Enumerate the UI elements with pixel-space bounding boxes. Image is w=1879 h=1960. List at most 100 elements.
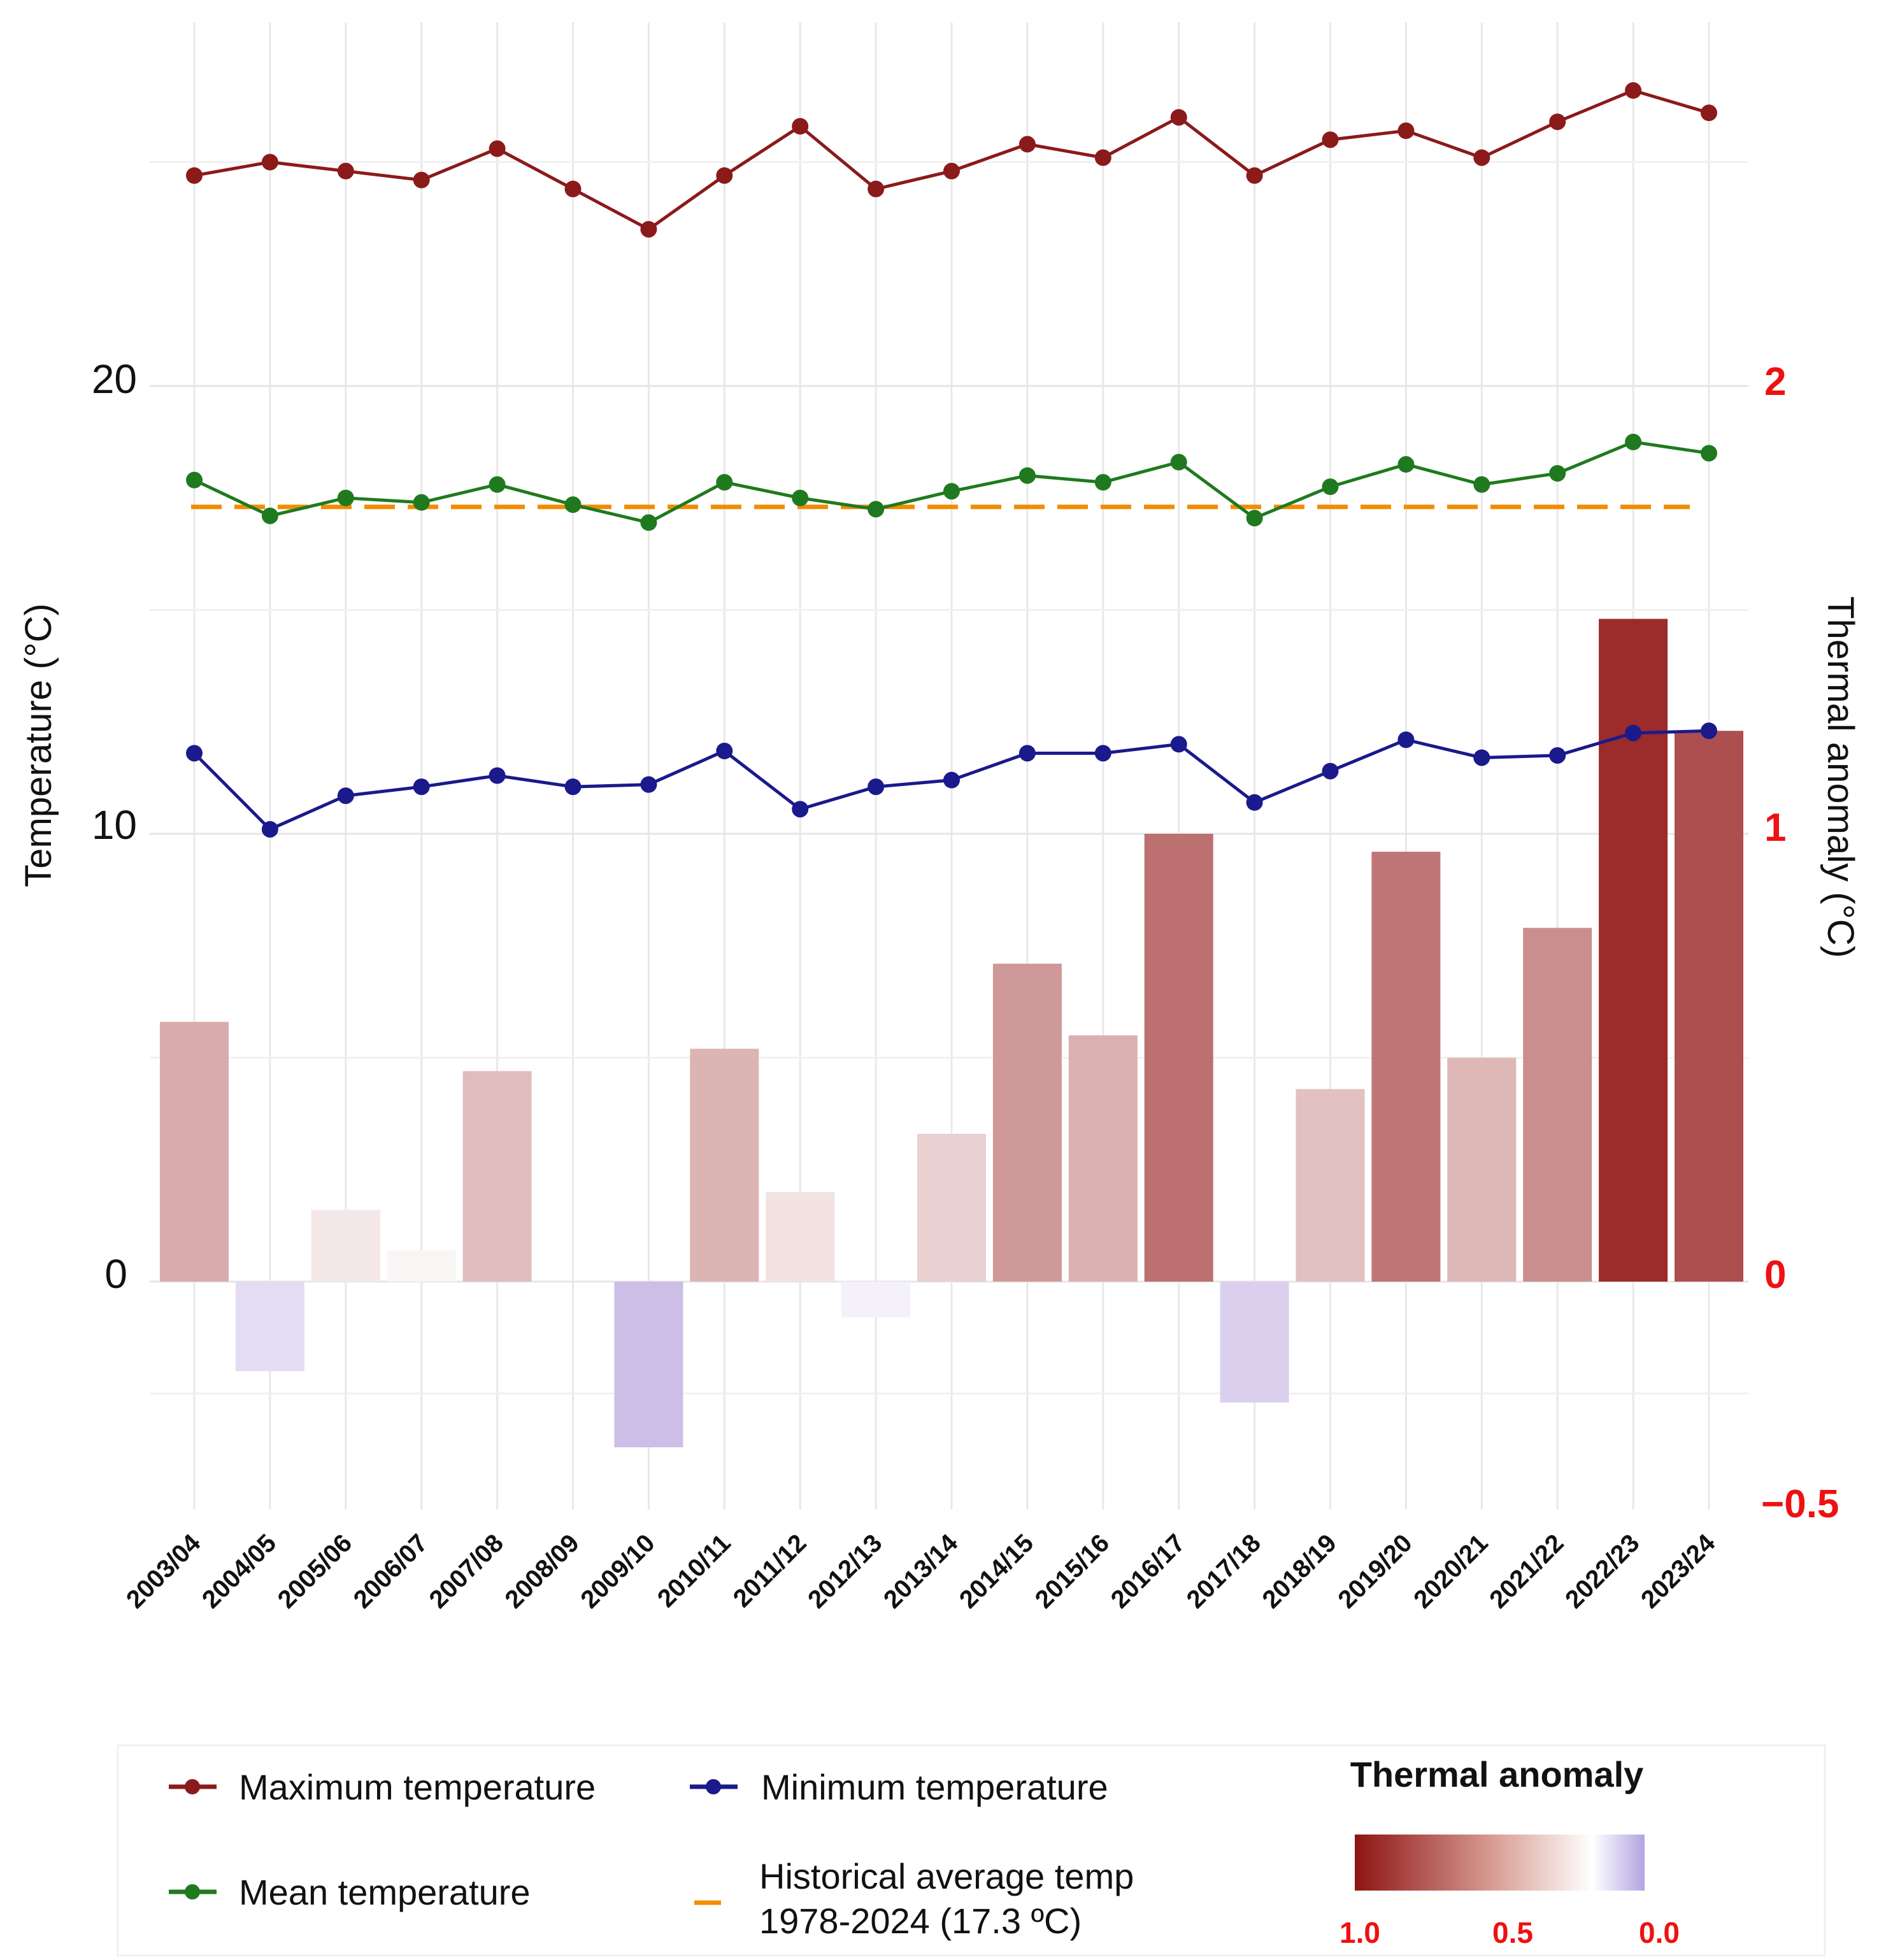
anomaly-bar-2018-19 xyxy=(1296,1089,1365,1282)
mean-point-2023-24 xyxy=(1701,445,1717,462)
y2-axis-title: Thermal anomaly (°C) xyxy=(1820,596,1861,958)
left-axis-ticks: 0 10 20 xyxy=(92,356,137,1297)
mean-point-2012-13 xyxy=(868,501,885,518)
anomaly-bar-2004-05 xyxy=(235,1282,304,1371)
min-point-2004-05 xyxy=(261,820,278,838)
mean-point-2015-16 xyxy=(1094,474,1111,491)
max-point-2016-17 xyxy=(1170,109,1187,126)
right-axis-ticks: −0.5 0 1 2 xyxy=(1761,360,1839,1526)
category-label-2011-12: 2011/12 xyxy=(728,1529,812,1613)
colorbar-title: Thermal anomaly xyxy=(1350,1754,1644,1794)
legend-mean-label: Mean temperature xyxy=(239,1872,531,1912)
anomaly-bar-2003-04 xyxy=(160,1022,229,1282)
y-axis-title: Temperature (°C) xyxy=(18,603,59,887)
anomaly-bar-2014-15 xyxy=(992,963,1062,1282)
anomaly-bar-2011-12 xyxy=(766,1192,835,1282)
anomaly-bar-2017-18 xyxy=(1220,1282,1289,1403)
legend: Maximum temperature Minimum temperature … xyxy=(117,1744,1826,1957)
temperature-points xyxy=(186,82,1717,838)
category-label-2018-19: 2018/19 xyxy=(1257,1529,1342,1613)
max-point-2015-16 xyxy=(1094,149,1111,166)
max-point-2006-07 xyxy=(413,171,430,189)
mean-point-2008-09 xyxy=(564,496,582,513)
anomaly-bar-2009-10 xyxy=(614,1282,683,1448)
category-label-2020-21: 2020/21 xyxy=(1408,1529,1493,1613)
min-point-2006-07 xyxy=(413,778,430,796)
max-point-2013-14 xyxy=(943,162,960,180)
max-point-2003-04 xyxy=(186,167,203,184)
max-point-2005-06 xyxy=(337,162,354,180)
max-point-2014-15 xyxy=(1018,136,1036,153)
max-point-2018-19 xyxy=(1322,131,1339,148)
category-label-2023-24: 2023/24 xyxy=(1636,1529,1721,1614)
anomaly-bar-2005-06 xyxy=(311,1210,380,1282)
max-point-2010-11 xyxy=(716,167,733,184)
min-point-2018-19 xyxy=(1322,762,1339,780)
min-point-2017-18 xyxy=(1246,794,1263,811)
category-label-2012-13: 2012/13 xyxy=(803,1529,887,1613)
max-point-2023-24 xyxy=(1701,104,1717,122)
anomaly-bar-2007-08 xyxy=(462,1071,532,1282)
legend-hist-label-line1: Historical average temp xyxy=(759,1856,1134,1896)
max-point-2011-12 xyxy=(792,118,809,135)
mean-point-2018-19 xyxy=(1322,478,1339,496)
anomaly-bar-2015-16 xyxy=(1068,1035,1138,1282)
category-label-2013-14: 2013/14 xyxy=(878,1529,964,1614)
max-point-2022-23 xyxy=(1625,82,1642,99)
right-tick-2: 2 xyxy=(1764,360,1786,404)
min-point-2014-15 xyxy=(1018,745,1036,762)
anomaly-bar-2012-13 xyxy=(841,1282,911,1318)
anomaly-bar-2016-17 xyxy=(1144,834,1213,1282)
max-point-2021-22 xyxy=(1549,113,1566,131)
category-label-2005-06: 2005/06 xyxy=(273,1529,357,1613)
anomaly-bars xyxy=(160,619,1743,1448)
mean-point-2003-04 xyxy=(186,471,203,489)
left-tick-0: 0 xyxy=(104,1251,127,1297)
min-point-2015-16 xyxy=(1094,745,1111,762)
category-label-2010-11: 2010/11 xyxy=(652,1529,736,1613)
category-label-2019-20: 2019/20 xyxy=(1332,1529,1417,1613)
category-label-2022-23: 2022/23 xyxy=(1560,1529,1645,1613)
max-point-2017-18 xyxy=(1246,167,1263,184)
min-point-2008-09 xyxy=(564,778,582,796)
min-point-2022-23 xyxy=(1625,724,1642,741)
category-label-2006-07: 2006/07 xyxy=(348,1529,433,1613)
max-point-2004-05 xyxy=(261,154,278,171)
mean-point-2007-08 xyxy=(489,476,506,493)
max-point-2012-13 xyxy=(868,180,885,197)
mean-point-2019-20 xyxy=(1397,456,1415,473)
min-point-2012-13 xyxy=(868,778,885,796)
category-label-2015-16: 2015/16 xyxy=(1030,1529,1115,1613)
min-point-2005-06 xyxy=(337,787,354,805)
legend-max-symbol xyxy=(169,1779,217,1794)
left-tick-20: 20 xyxy=(92,356,137,402)
mean-point-2010-11 xyxy=(716,474,733,491)
category-label-2007-08: 2007/08 xyxy=(424,1529,509,1613)
anomaly-bar-2006-07 xyxy=(387,1250,456,1282)
category-labels: 2003/042004/052005/062006/072007/082008/… xyxy=(121,1529,1721,1614)
max-point-2020-21 xyxy=(1473,149,1490,166)
anomaly-bar-2023-24 xyxy=(1675,731,1743,1282)
min-point-2003-04 xyxy=(186,745,203,762)
category-label-2008-09: 2008/09 xyxy=(500,1529,585,1613)
colorbar xyxy=(1355,1835,1645,1891)
category-label-2016-17: 2016/17 xyxy=(1106,1529,1190,1613)
min-point-2023-24 xyxy=(1701,722,1717,740)
legend-max-label: Maximum temperature xyxy=(239,1767,596,1807)
legend-min-label: Minimum temperature xyxy=(761,1767,1108,1807)
mean-point-2013-14 xyxy=(943,483,960,500)
mean-point-2006-07 xyxy=(413,494,430,511)
min-point-2016-17 xyxy=(1170,736,1187,753)
min-point-2011-12 xyxy=(792,801,809,818)
mean-point-2022-23 xyxy=(1625,433,1642,450)
legend-mean-symbol xyxy=(169,1884,217,1899)
anomaly-bar-2021-22 xyxy=(1523,927,1592,1282)
legend-hist-label-line2: 1978-2024 (17.3 ºC) xyxy=(759,1901,1082,1941)
right-tick-1: 1 xyxy=(1764,806,1786,850)
min-point-2010-11 xyxy=(716,742,733,759)
mean-point-2017-18 xyxy=(1246,510,1263,527)
min-point-2019-20 xyxy=(1397,731,1415,748)
category-label-2004-05: 2004/05 xyxy=(197,1529,282,1613)
category-label-2009-10: 2009/10 xyxy=(575,1529,660,1613)
